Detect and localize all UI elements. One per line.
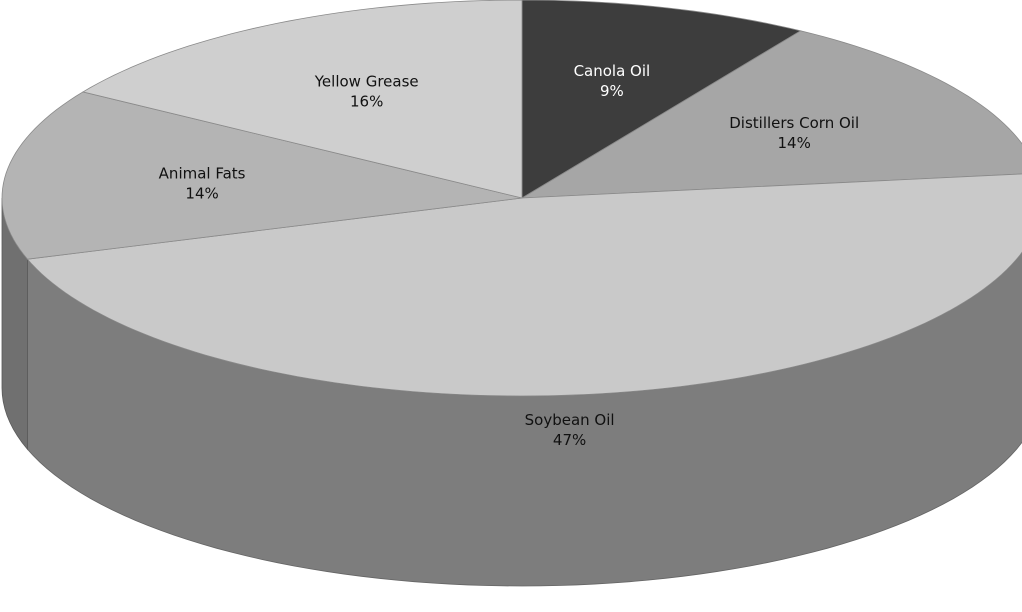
pie-slice-soybean-oil — [26, 173, 1022, 397]
pie-top-faces — [1, 0, 1022, 397]
data-label-distillers-corn-oil: Distillers Corn Oil 14% — [729, 114, 859, 152]
data-label-soybean-oil: Soybean Oil 47% — [525, 411, 615, 449]
data-label-percent: 47% — [553, 431, 586, 449]
data-label-canola-oil: Canola Oil 9% — [574, 62, 651, 100]
data-label-name: Soybean Oil — [525, 411, 615, 429]
data-label-name: Animal Fats — [159, 165, 246, 183]
pie-slice-canola-oil — [521, 0, 802, 199]
data-label-name: Distillers Corn Oil — [729, 114, 859, 132]
data-label-yellow-grease: Yellow Grease 16% — [314, 72, 419, 110]
pie-slice-yellow-grease — [81, 0, 523, 199]
data-label-percent: 14% — [778, 134, 811, 152]
pie-slice-animal-fats — [1, 91, 523, 260]
data-label-name: Canola Oil — [574, 62, 651, 80]
data-label-name: Yellow Grease — [314, 72, 419, 90]
pie-data-labels: Canola Oil 9% Distillers Corn Oil 14% Soybea… — [159, 62, 859, 449]
data-label-percent: 16% — [350, 92, 383, 110]
data-label-animal-fats: Animal Fats 14% — [159, 165, 246, 203]
data-label-percent: 9% — [600, 82, 624, 100]
pie-slice-distillers-corn-oil — [521, 30, 1022, 199]
data-label-percent: 14% — [185, 185, 218, 203]
